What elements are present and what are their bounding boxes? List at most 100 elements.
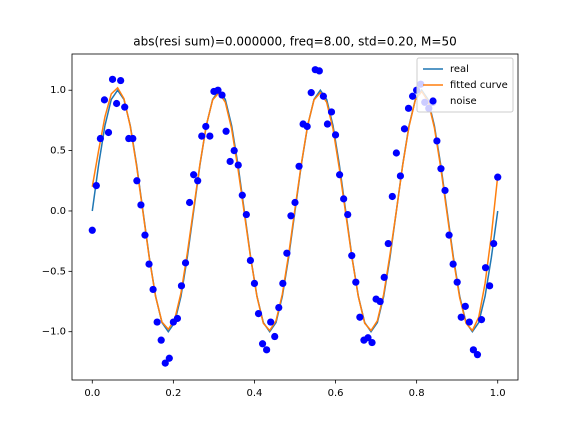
noise-point — [461, 302, 469, 310]
noise-point — [449, 260, 457, 268]
noise-point — [433, 137, 441, 145]
noise-point — [344, 210, 352, 219]
noise-point — [494, 173, 502, 181]
x-tick-label: 1.0 — [490, 388, 506, 399]
noise-point — [149, 285, 157, 294]
noise-point — [275, 303, 283, 312]
noise-point — [445, 231, 453, 239]
noise-point — [364, 334, 372, 342]
noise-point — [214, 86, 222, 94]
noise-point — [408, 92, 417, 100]
noise-point — [104, 128, 113, 137]
noise-point — [258, 340, 267, 348]
noise-point — [453, 278, 461, 286]
noise-point — [230, 146, 238, 155]
noise-point — [396, 172, 405, 180]
noise-point — [303, 122, 311, 131]
noise-point — [133, 177, 141, 185]
noise-point — [198, 132, 206, 140]
noise-point — [376, 297, 384, 306]
noise-point — [291, 198, 299, 207]
noise-point — [181, 259, 190, 267]
noise-point — [331, 131, 340, 139]
x-tick-label: 0.0 — [84, 388, 100, 399]
noise-point — [481, 264, 490, 272]
noise-point — [117, 76, 125, 85]
x-tick-label: 0.8 — [409, 388, 425, 399]
noise-point — [222, 127, 230, 135]
noise-point — [234, 161, 242, 169]
noise-point — [137, 201, 145, 209]
noise-point — [121, 103, 129, 111]
noise-point — [336, 171, 344, 179]
noise-point — [352, 278, 360, 286]
noise-point — [437, 165, 445, 173]
x-tick-label: 0.4 — [247, 388, 263, 399]
noise-point — [315, 67, 323, 75]
x-tick-label: 0.2 — [165, 388, 181, 399]
noise-point — [194, 177, 202, 185]
legend-label: real — [450, 64, 469, 75]
noise-point — [392, 149, 400, 157]
noise-point — [473, 351, 482, 359]
noise-point — [157, 336, 165, 344]
y-tick-label: −0.5 — [42, 266, 66, 277]
noise-point — [96, 134, 104, 143]
y-tick-label: 1.0 — [50, 85, 66, 96]
noise-point — [173, 314, 182, 323]
noise-point — [400, 125, 409, 133]
noise-point — [161, 359, 169, 367]
noise-point — [283, 249, 291, 257]
noise-point — [441, 186, 449, 195]
noise-point — [263, 346, 271, 354]
noise-point — [238, 191, 246, 199]
noise-point — [490, 239, 498, 248]
noise-point — [185, 198, 194, 207]
noise-point — [388, 192, 396, 201]
noise-point — [279, 279, 287, 288]
noise-point — [356, 313, 364, 321]
chart-title: abs(resi sum)=0.000000, freq=8.00, std=0… — [133, 35, 456, 49]
noise-point — [177, 282, 186, 290]
noise-point — [190, 171, 198, 179]
x-tick-label: 0.6 — [328, 388, 344, 399]
noise-point — [287, 212, 295, 220]
noise-point — [202, 122, 210, 131]
noise-point — [319, 92, 327, 100]
noise-point — [242, 210, 250, 219]
y-tick-label: 0.5 — [50, 146, 66, 157]
noise-point — [129, 134, 137, 143]
noise-point — [153, 318, 161, 326]
noise-point — [141, 231, 149, 239]
noise-point — [267, 318, 275, 326]
noise-point — [340, 195, 348, 203]
noise-point — [165, 354, 173, 362]
noise-point — [145, 260, 153, 268]
plot-frame — [71, 53, 519, 381]
noise-point — [250, 279, 259, 288]
noise-point — [477, 316, 486, 324]
noise-point — [404, 104, 413, 112]
legend-marker — [429, 97, 437, 105]
noise-point — [113, 99, 121, 108]
noise-point — [226, 157, 234, 166]
noise-point — [486, 282, 494, 290]
legend-box — [416, 57, 514, 113]
noise-point — [271, 332, 279, 341]
noise-point — [92, 182, 100, 190]
noise-point — [384, 239, 392, 248]
legend-label: fitted curve — [450, 80, 508, 91]
legend-label: noise — [450, 96, 477, 107]
noise-point — [465, 318, 473, 326]
noise-point — [457, 313, 465, 321]
noise-point — [380, 273, 388, 281]
noise-point — [100, 96, 109, 104]
noise-point — [348, 252, 356, 260]
noise-point — [295, 162, 303, 170]
y-tick-label: −1.0 — [42, 327, 66, 338]
noise-point — [218, 91, 226, 99]
noise-point — [368, 338, 376, 347]
noise-point — [327, 108, 336, 116]
noise-point — [323, 120, 332, 128]
